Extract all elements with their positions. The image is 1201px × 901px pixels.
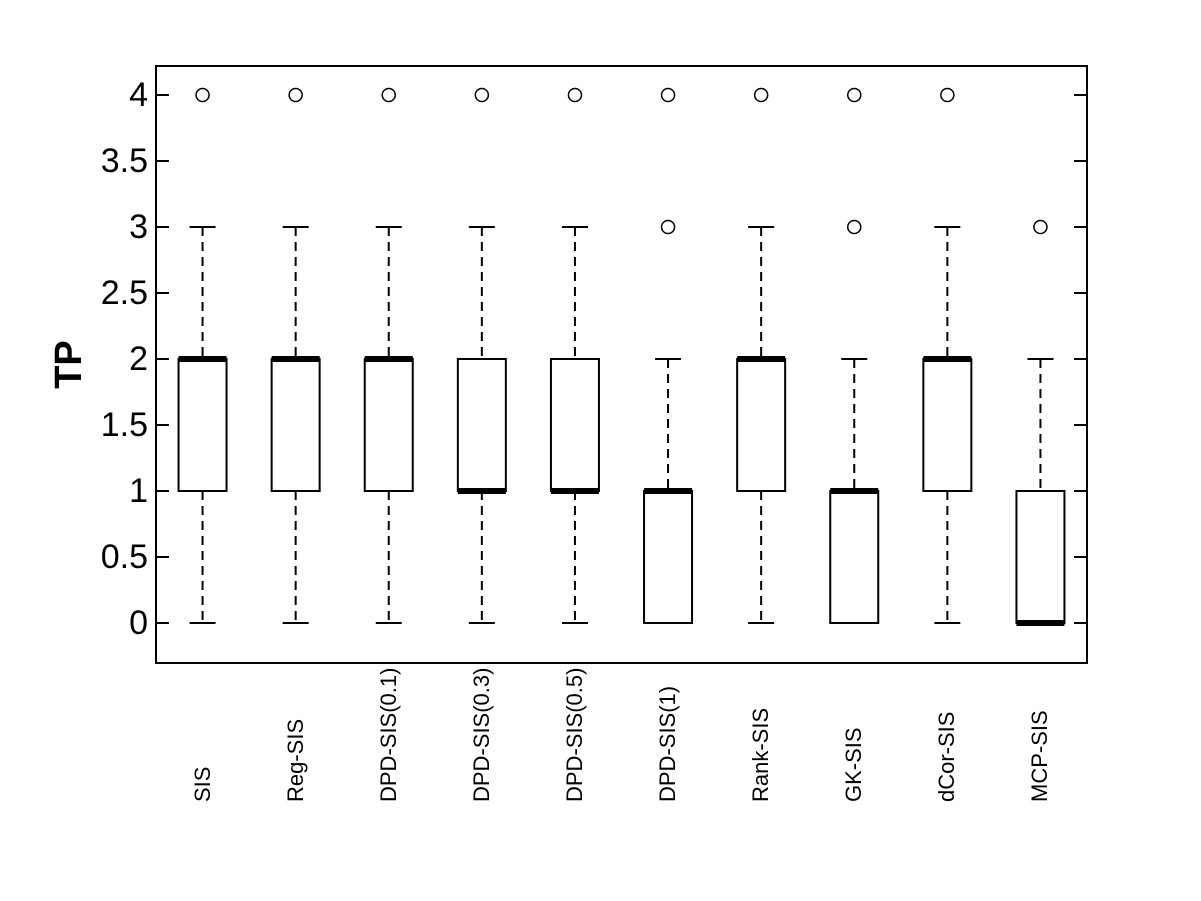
iqr-box [829,490,880,624]
x-category-label: dCor-SIS [934,711,960,802]
median-line [644,488,693,494]
median-line [457,488,506,494]
x-category-label: GK-SIS [841,727,867,802]
iqr-box [270,358,321,492]
median-line [178,356,227,362]
outlier-point [474,87,490,103]
outlier-point [660,87,676,103]
median-line [737,356,786,362]
y-tick-label: 2.5 [100,274,148,312]
outlier-point [847,87,862,103]
y-tick-label: 1.5 [100,406,148,444]
outlier-point [753,87,769,103]
x-category-label: Rank-SIS [748,707,774,802]
x-category-label: DPD-SIS(0.3) [468,667,494,802]
outlier-point [288,87,303,103]
iqr-box [736,358,787,492]
x-category-label: SIS [189,766,215,802]
y-tick-label: 1 [129,472,148,510]
outlier-point [1033,219,1048,235]
iqr-box [1015,490,1066,624]
x-category-label: MCP-SIS [1027,710,1053,802]
outlier-point [195,87,210,103]
outlier-point [660,219,676,235]
x-category-label: DPD-SIS(0.1) [375,667,401,802]
outlier-point [567,87,583,103]
y-tick-label: 0.5 [100,538,148,576]
median-line [550,488,599,494]
iqr-box [177,358,228,492]
median-line [271,356,320,362]
y-tick-label: 0 [129,604,148,642]
y-tick-label: 3 [129,208,148,246]
x-category-label: DPD-SIS(0.5) [561,667,587,802]
x-category-label: DPD-SIS(1) [655,685,681,802]
outlier-point [847,219,862,235]
median-line [1016,620,1065,626]
axis-frame [155,65,1088,664]
median-line [923,356,972,362]
iqr-box [363,358,414,492]
iqr-box [643,490,694,624]
y-tick-label: 2 [129,340,148,378]
iqr-box [922,358,973,492]
median-line [830,488,879,494]
median-line [364,356,413,362]
outlier-point [381,87,396,103]
iqr-box [549,358,600,492]
x-category-label: Reg-SIS [282,718,308,802]
iqr-box [456,358,507,492]
outlier-point [940,87,955,103]
y-tick-label: 4 [129,76,148,114]
y-tick-label: 3.5 [100,142,148,180]
